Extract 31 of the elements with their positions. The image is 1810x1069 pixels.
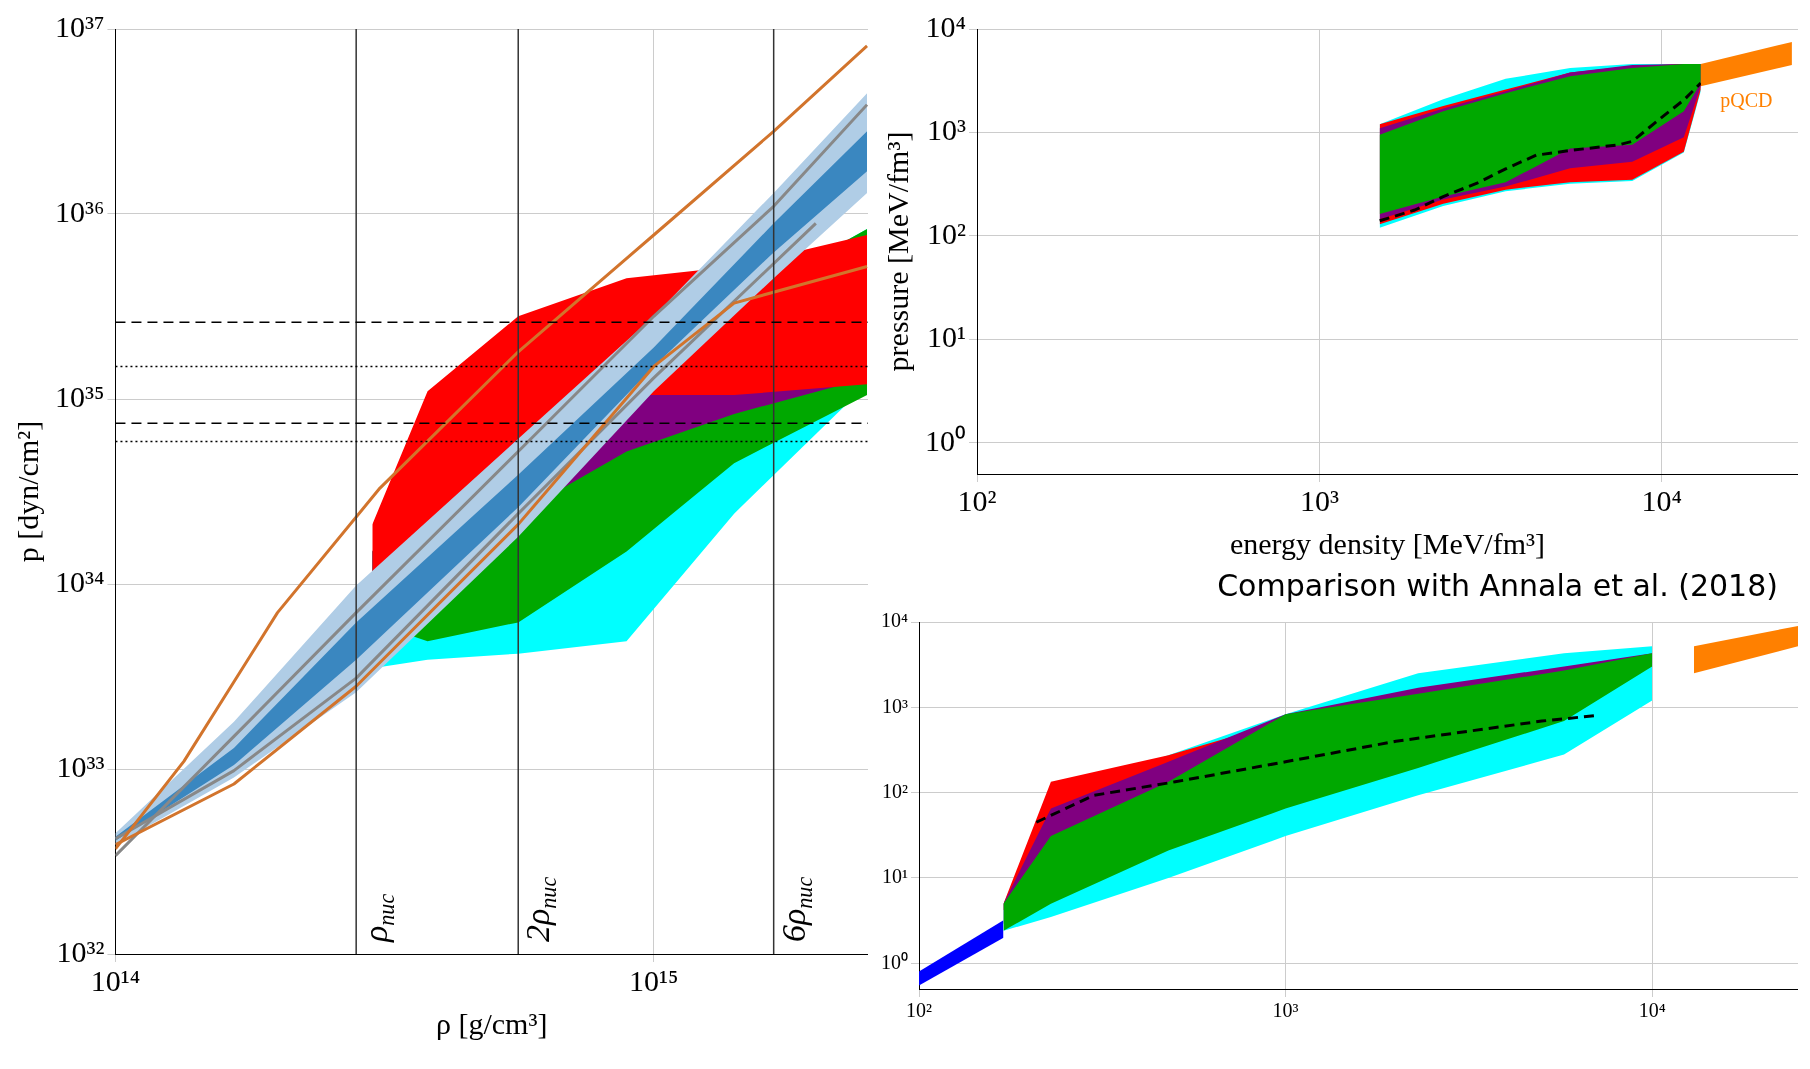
- x-tick-label: 10³: [1272, 999, 1299, 1022]
- y-tick-label: 10³: [927, 113, 966, 147]
- x-tick-label: 10²: [957, 483, 997, 517]
- x-tick-label: 10²: [906, 999, 932, 1022]
- y-tick-label: 10³⁷: [55, 9, 105, 43]
- y-tick-label: 10³⁴: [55, 564, 105, 598]
- y-tick-label: 10²: [927, 216, 966, 250]
- x-tick-label: 10⁴: [1638, 999, 1666, 1022]
- y-tick-label: 10¹: [882, 865, 908, 888]
- y-tick-label: 10⁴: [925, 9, 966, 43]
- x-tick-label: 10¹⁵: [629, 963, 679, 997]
- y-tick-label: 10¹: [927, 320, 966, 354]
- y-tick-label: 10³⁶: [55, 194, 105, 228]
- text: Comparison with Annala et al. (2018): [1216, 568, 1779, 603]
- x-tick-label: 10³: [1299, 483, 1339, 517]
- y-tick-label: 10⁴: [881, 609, 909, 632]
- x-tick-label: 10⁴: [1641, 483, 1682, 517]
- x-axis-title: ρ [g/cm³]: [436, 1006, 548, 1040]
- x-axis-title: energy density [MeV/fm³]: [1229, 526, 1546, 560]
- y-tick-label: 10⁰: [881, 950, 908, 973]
- ref-line-label: 2ρnuc: [519, 876, 562, 942]
- y-tick-label: 10³³: [56, 749, 105, 783]
- ref-line-label: 6ρnuc: [774, 876, 817, 942]
- y-axis-title: p [dyn/cm²]: [10, 420, 44, 563]
- legend-label: pQCD: [1720, 89, 1773, 113]
- ref-line-label: ρnuc: [357, 893, 400, 943]
- y-tick-label: 10³⁵: [55, 379, 105, 413]
- y-tick-label: 10³: [882, 694, 908, 717]
- y-tick-label: 10⁰: [925, 423, 966, 457]
- y-tick-label: 10²: [882, 779, 908, 802]
- y-axis-title: pressure [MeV/fm³]: [880, 131, 914, 372]
